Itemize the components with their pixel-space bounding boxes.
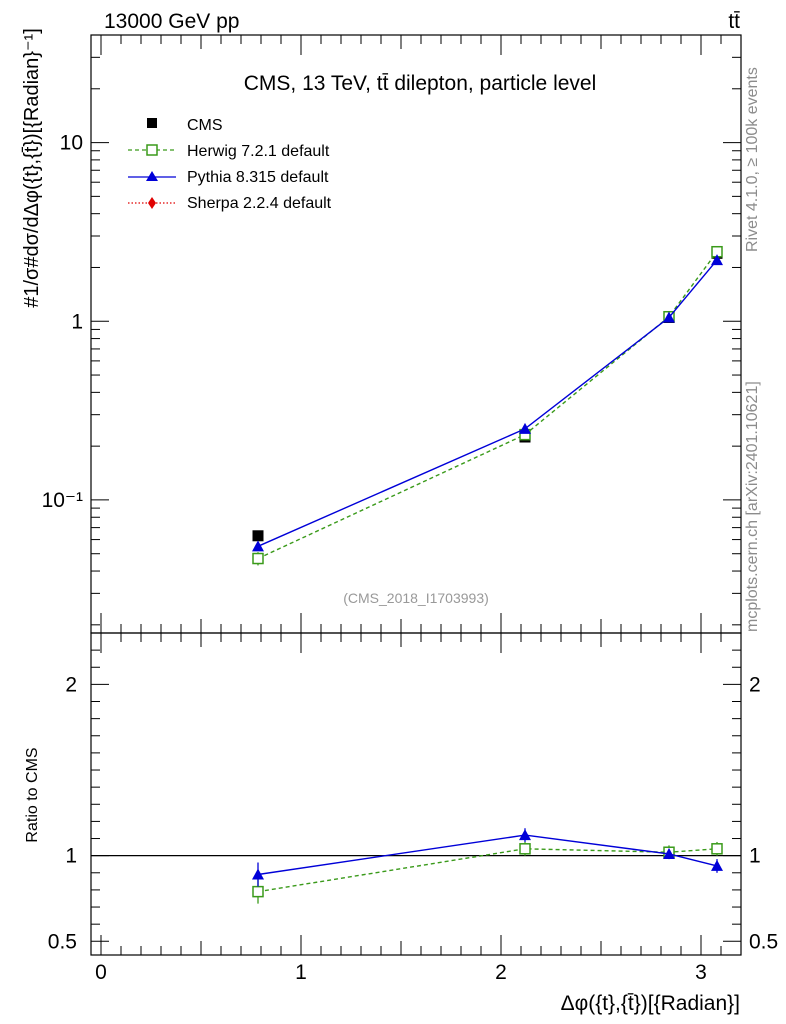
ratio-line-pythia bbox=[257, 834, 718, 876]
ratio-y-tick-label: 0.5 bbox=[48, 930, 77, 953]
legend-item-cms: CMS bbox=[147, 117, 223, 134]
main-y-tick-label: 10 bbox=[60, 132, 83, 155]
legend-marker-pythia bbox=[146, 171, 158, 181]
main-line-pythia bbox=[257, 259, 718, 547]
main-point-cms bbox=[252, 530, 264, 542]
main-point-pythia bbox=[519, 422, 531, 434]
ratio-point-pythia bbox=[711, 859, 723, 871]
ratio-point-pythia bbox=[252, 868, 264, 880]
main-series-layer bbox=[252, 245, 723, 566]
ratio-y-tick-label-right: 1 bbox=[749, 845, 761, 868]
main-series-pythia bbox=[252, 254, 723, 552]
ratio-y-axis: 0.5 0.5 1 1 2 2 bbox=[48, 649, 778, 953]
ratio-y-axis-label: Ratio to CMS bbox=[24, 747, 41, 842]
x-tick-label: 0 bbox=[95, 961, 107, 984]
legend-label-herwig: Herwig 7.2.1 default bbox=[187, 143, 330, 160]
mcplots-reference-label: mcplots.cern.ch [arXiv:2401.10621] bbox=[744, 381, 761, 632]
main-point-herwig bbox=[252, 552, 264, 565]
x-tick-label: 1 bbox=[295, 961, 307, 984]
main-point-pythia bbox=[711, 254, 723, 266]
ratio-y-tick-label: 2 bbox=[65, 673, 77, 696]
main-point-pythia bbox=[252, 540, 264, 552]
ratio-point-herwig bbox=[711, 843, 723, 855]
ratio-point-herwig bbox=[519, 843, 531, 855]
main-series-cms bbox=[252, 247, 723, 542]
ratio-plot-frame bbox=[90, 632, 742, 956]
main-y-axis-label: #1/σ#dσ/dΔφ({t},{t̄})[{Radian}⁻¹] bbox=[21, 28, 43, 308]
main-point-pythia bbox=[663, 311, 675, 323]
legend-marker-cms bbox=[147, 118, 157, 128]
ratio-y-tick-label: 1 bbox=[65, 845, 77, 868]
ratio-series-pythia bbox=[252, 828, 723, 887]
rivet-version-label: Rivet 4.1.0, ≥ 100k events bbox=[744, 67, 761, 252]
x-tick-label: 2 bbox=[495, 961, 507, 984]
analysis-watermark: (CMS_2018_I1703993) bbox=[343, 590, 489, 606]
header-right-label: tt̄ bbox=[728, 10, 740, 33]
legend-item-pythia: Pythia 8.315 default bbox=[128, 169, 329, 186]
x-tick-label: 3 bbox=[695, 961, 707, 984]
legend-item-sherpa: Sherpa 2.2.4 default bbox=[128, 195, 332, 212]
main-y-tick-label: 10⁻¹ bbox=[42, 489, 83, 512]
legend-marker-herwig bbox=[146, 144, 158, 156]
legend-label-cms: CMS bbox=[187, 117, 223, 134]
ratio-point-pythia bbox=[663, 847, 675, 859]
ratio-y-tick-label-right: 0.5 bbox=[749, 930, 778, 953]
main-line-herwig bbox=[257, 251, 718, 560]
main-y-tick-label: 1 bbox=[71, 310, 83, 333]
legend: CMS Herwig 7.2.1 default Pythia 8.315 de… bbox=[128, 117, 332, 212]
main-y-axis: 10⁻¹ 1 10 bbox=[42, 34, 741, 626]
ratio-series-layer bbox=[252, 828, 723, 904]
ratio-line-herwig bbox=[257, 848, 718, 893]
legend-label-sherpa: Sherpa 2.2.4 default bbox=[187, 195, 332, 212]
ratio-y-tick-label-right: 2 bbox=[749, 673, 761, 696]
legend-marker-sherpa bbox=[148, 197, 156, 209]
ratio-panel: 0.5 0.5 1 1 2 2 0 1 2 3 Ratio to CMS Δφ({t},{t̄}… bbox=[24, 632, 778, 1015]
ratio-point-herwig bbox=[252, 885, 264, 898]
main-x-axis-ticks bbox=[100, 35, 742, 633]
legend-item-herwig: Herwig 7.2.1 default bbox=[128, 143, 330, 160]
ratio-point-pythia bbox=[519, 829, 531, 841]
main-title: CMS, 13 TeV, tt̄ dilepton, particle leve… bbox=[244, 72, 597, 95]
header-left-label: 13000 GeV pp bbox=[104, 10, 239, 33]
x-axis-label: Δφ({t},{t̄})[{Radian}] bbox=[561, 992, 740, 1015]
main-panel: 10⁻¹ 1 10 CMS, 13 TeV, tt̄ dilepton, parti… bbox=[21, 28, 742, 634]
ratio-x-axis: 0 1 2 3 bbox=[95, 633, 742, 984]
legend-label-pythia: Pythia 8.315 default bbox=[187, 169, 329, 186]
